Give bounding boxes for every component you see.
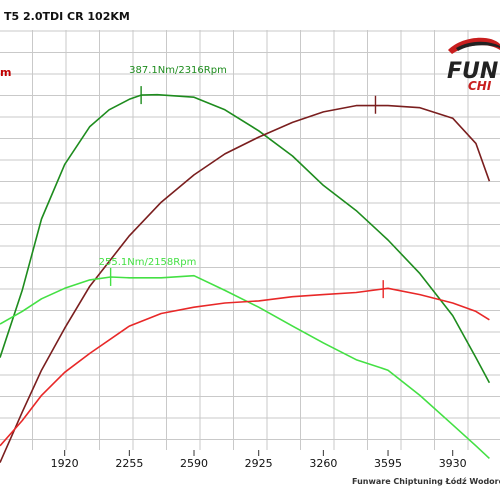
series-line-3 xyxy=(0,274,490,459)
grid xyxy=(0,30,500,450)
credit-text: Funware Chiptuning Łódź Wodoro xyxy=(352,476,500,486)
left-axis-fragment: m xyxy=(0,66,11,79)
x-tick-label: 3260 xyxy=(309,457,337,470)
chart-title: T5 2.0TDI CR 102KM xyxy=(4,10,130,23)
x-tick-label: 3930 xyxy=(439,457,467,470)
x-tick-label: 1920 xyxy=(51,457,79,470)
series-layer xyxy=(0,93,491,463)
series-line-2 xyxy=(0,104,491,463)
peak-label-1: 387.1Nm/2316Rpm xyxy=(129,65,227,76)
logo-swoosh-red xyxy=(448,37,500,54)
peak-label-2: 255.1Nm/2158Rpm xyxy=(99,257,197,268)
peak-markers: 387.1Nm/2316Rpm 255.1Nm/2158Rpm xyxy=(99,65,384,299)
x-tick-label: 2925 xyxy=(245,457,273,470)
x-tick-label: 2255 xyxy=(115,457,143,470)
x-tick-label: 2590 xyxy=(180,457,208,470)
brand-logo: FUN CHI xyxy=(447,37,500,93)
logo-line1: FUN xyxy=(447,59,498,84)
series-line-1 xyxy=(0,93,491,384)
logo-line2: CHI xyxy=(468,79,492,93)
logo-swoosh-dark xyxy=(456,41,500,51)
series-line-4 xyxy=(0,287,490,447)
x-tick-label: 3595 xyxy=(374,457,402,470)
x-axis: 1920 2255 2590 2925 3260 3595 3930 xyxy=(51,450,467,470)
